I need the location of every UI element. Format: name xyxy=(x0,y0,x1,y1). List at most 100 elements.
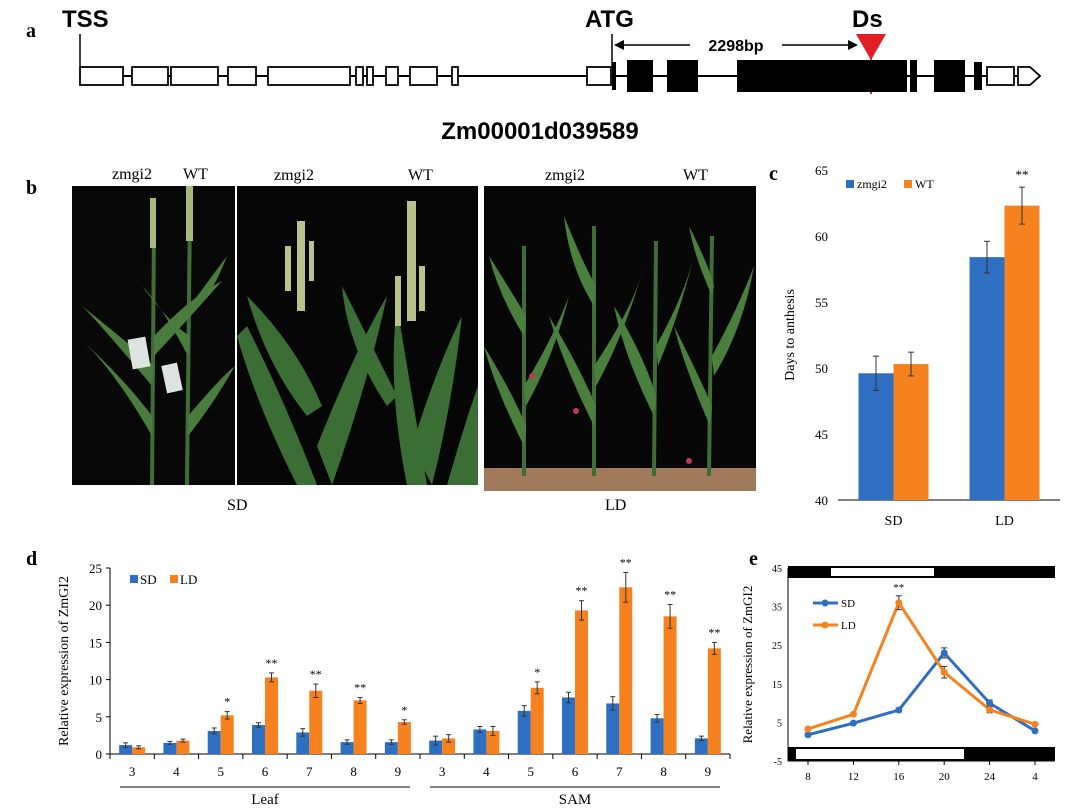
bar-LD-1 xyxy=(176,740,190,754)
photo2-label-zmgi2: zmgi2 xyxy=(274,167,314,184)
bar-SD-9 xyxy=(517,710,531,754)
point-SD-1 xyxy=(849,719,857,727)
bar-SD-0 xyxy=(119,745,133,754)
legend-label-LD: LD xyxy=(841,620,856,632)
bar-LD-2 xyxy=(220,715,234,754)
photo-sd-tassel-closeup-art xyxy=(237,186,478,485)
y-axis-label: Relative expression of ZmGI2 xyxy=(57,576,72,746)
x-tick-label: 20 xyxy=(939,771,951,783)
y-axis-label: Days to anthesis xyxy=(783,289,798,381)
atg-label: ATG xyxy=(585,6,634,33)
point-LD-2 xyxy=(895,599,903,607)
significance-mark: * xyxy=(224,695,230,709)
chart-expression-timecourse: -5 5 15 25 35 45 Relative expression of ZmGI2 8… xyxy=(740,564,1055,783)
x-tick-label: 24 xyxy=(984,771,996,783)
point-LD-5 xyxy=(1031,720,1039,728)
x-tick-label: 6 xyxy=(262,764,269,779)
point-SD-5 xyxy=(1031,727,1039,735)
point-SD-4 xyxy=(986,699,994,707)
bar-LD-6 xyxy=(397,722,411,754)
y-tick-label: 5 xyxy=(777,718,782,729)
point-SD-0 xyxy=(804,731,812,739)
y-tick-label: 15 xyxy=(772,680,782,691)
bar-LD-11 xyxy=(619,587,633,754)
y-tick-label: 10 xyxy=(89,673,102,688)
x-tick-label: 12 xyxy=(848,771,859,783)
legend-label-zmgi2: zmgi2 xyxy=(857,177,887,191)
bar-SD-1 xyxy=(163,742,177,754)
photo-ld-whole-plant-art xyxy=(484,186,756,491)
legend-swatch-SD xyxy=(130,575,138,583)
panel-letter-b: b xyxy=(26,177,38,199)
chart-expression-leaf-sam: 0 5 10 15 20 25 Relative expression of ZmGI2 3 4… xyxy=(57,556,731,806)
significance-mark: ** xyxy=(354,680,366,694)
y-tick-label: 50 xyxy=(815,361,828,376)
ds-insertion-triangle xyxy=(856,34,886,60)
y-tick-label: 45 xyxy=(815,427,828,442)
bar-LD-13 xyxy=(707,648,721,754)
gene-structure-diagram: TSS ATG Ds 2298bp xyxy=(62,6,1042,94)
y-tick-label: 20 xyxy=(89,598,102,613)
bar-LD-10 xyxy=(575,610,588,754)
caption-ld: LD xyxy=(605,497,627,514)
y-tick-label: 55 xyxy=(815,295,828,310)
photo1-label-zmgi2: zmgi2 xyxy=(112,166,152,183)
x-tick-label: 7 xyxy=(306,764,313,779)
utr-exons xyxy=(79,66,1042,86)
legend-marker-SD xyxy=(821,599,829,607)
significance-mark: ** xyxy=(664,587,676,601)
photo2-label-wt: WT xyxy=(408,167,433,184)
point-SD-2 xyxy=(895,706,903,714)
legend-label-SD: SD xyxy=(140,572,157,587)
y-tick-label: 35 xyxy=(772,603,782,614)
x-tick-label: 6 xyxy=(572,764,579,779)
panel-letter-d: d xyxy=(26,548,38,570)
x-tick-label: 8 xyxy=(350,764,357,779)
bar-LD-7 xyxy=(442,738,456,754)
x-tick-label: 7 xyxy=(616,764,623,779)
bar-SD-6 xyxy=(384,742,398,754)
x-tick-label: SD xyxy=(885,514,903,529)
x-tick-label: 5 xyxy=(217,764,224,779)
bar-SD-10 xyxy=(562,697,575,754)
legend-swatch-LD xyxy=(170,575,178,583)
significance-mark: ** xyxy=(620,556,632,569)
bar-LD-0 xyxy=(132,747,146,754)
legend-marker-LD xyxy=(821,621,829,629)
photo-ld-whole-plant xyxy=(484,186,756,491)
x-tick-label: 16 xyxy=(893,771,905,783)
photo3-label-zmgi2: zmgi2 xyxy=(545,167,585,184)
legend-label-SD: SD xyxy=(841,598,855,610)
bar-WT-SD xyxy=(893,364,929,500)
y-tick-label: 45 xyxy=(772,564,782,575)
bar-zmgi2-SD xyxy=(858,373,894,500)
legend-swatch-WT xyxy=(904,180,912,188)
y-tick-label: 25 xyxy=(89,561,102,576)
chart-days-to-anthesis: 40 45 50 55 60 65 Days to anthesis SD LD ** zmgi2 W… xyxy=(783,163,1060,529)
tss-label: TSS xyxy=(62,6,109,33)
bar-LD-4 xyxy=(309,690,323,754)
bar-SD-2 xyxy=(207,730,221,754)
point-SD-3 xyxy=(940,649,948,657)
y-tick-label: -5 xyxy=(774,757,782,768)
y-tick-label: 65 xyxy=(815,163,828,178)
x-tick-label: 8 xyxy=(660,764,667,779)
photo-sd-whole-plant-art xyxy=(72,186,235,485)
y-tick-label: 15 xyxy=(89,635,102,650)
y-axis-label: Relative expression of ZmGI2 xyxy=(740,586,755,744)
x-tick-label: 9 xyxy=(705,764,712,779)
x-tick-label: 3 xyxy=(439,764,446,779)
y-tick-label: 5 xyxy=(96,710,103,725)
y-tick-label: 0 xyxy=(96,747,103,762)
panel-letter-a: a xyxy=(26,20,36,42)
bar-SD-3 xyxy=(252,724,265,754)
photo1-label-wt: WT xyxy=(183,166,208,183)
significance-mark: ** xyxy=(893,582,904,594)
photo3-label-wt: WT xyxy=(683,167,708,184)
group-label-Leaf: Leaf xyxy=(251,792,278,806)
point-LD-1 xyxy=(849,710,857,718)
x-tick-label: 4 xyxy=(483,764,490,779)
significance-mark: ** xyxy=(708,625,720,639)
panel-letter-c: c xyxy=(769,163,778,185)
x-tick-label: 9 xyxy=(395,764,402,779)
